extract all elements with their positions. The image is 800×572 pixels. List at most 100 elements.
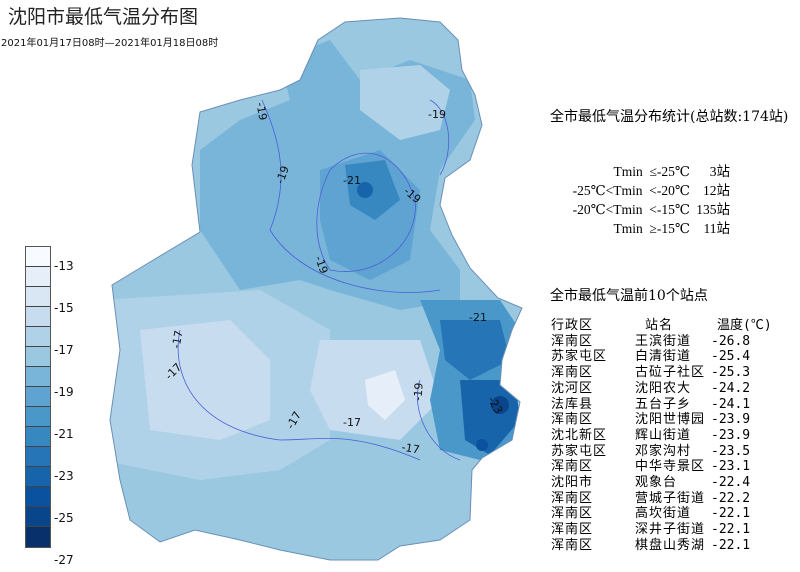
cold-core-se	[491, 396, 509, 414]
stats-row: -25℃<Tmin <-20℃ 12站	[548, 181, 730, 200]
zone-14	[365, 370, 405, 420]
station-cell: 棋盘山秀湖	[635, 537, 706, 553]
legend-swatch	[26, 367, 50, 387]
contour-label: -19	[411, 382, 426, 401]
cold-core-se2	[476, 439, 488, 451]
temperature-cell: -22.4	[711, 475, 751, 491]
table-row: 浑南区 高坎街道 -22.1	[551, 506, 797, 522]
station-cell: 五台子乡	[635, 396, 692, 412]
temperature-cell: -25.4	[711, 349, 751, 365]
district-cell: 苏家屯区	[551, 443, 608, 459]
station-cell: 观象台	[635, 475, 678, 491]
temperature-cell: -25.3	[711, 365, 751, 381]
header-district: 行政区	[551, 318, 594, 333]
stats-table: Tmin ≤-25℃ 3站 -25℃<Tmin <-20℃ 12站 -20℃<Tmi…	[548, 162, 730, 238]
table-row: 苏家屯区 邓家沟村 -23.5	[551, 444, 797, 460]
station-cell: 白清街道	[635, 349, 692, 365]
stats-count: 11站	[703, 221, 731, 236]
header-temperature: 温度(℃)	[717, 318, 772, 333]
legend-swatch	[26, 347, 50, 367]
district-cell: 法库县	[551, 396, 594, 412]
legend-swatch	[26, 427, 50, 447]
district-cell: 浑南区	[551, 506, 594, 522]
table-row: 沈河区 沈阳农大 -24.2	[551, 381, 797, 397]
table-row: 苏家屯区 白清街道 -25.4	[551, 349, 797, 365]
district-cell: 浑南区	[551, 459, 594, 475]
table-row: 浑南区 棋盘山秀湖 -22.1	[551, 538, 797, 554]
top10-title: 全市最低气温前10个站点	[550, 288, 708, 304]
temperature-cell: -26.8	[711, 333, 751, 349]
table-row: 浑南区 沈阳世博园 -23.9	[551, 412, 797, 428]
stats-row: Tmin ≤-25℃ 3站	[548, 162, 730, 181]
legend-swatch	[26, 327, 50, 347]
contour-label: -21	[469, 311, 487, 324]
table-row: 浑南区 中华寺景区 -23.1	[551, 459, 797, 475]
contour-label: -17	[343, 416, 361, 429]
legend-label: -15	[54, 301, 74, 315]
table-header: 行政区 站名 温度(℃)	[551, 318, 797, 334]
legend-swatch	[26, 507, 50, 527]
district-cell: 浑南区	[551, 522, 594, 538]
legend-swatch	[26, 387, 50, 407]
contour-label: -17	[401, 441, 421, 457]
contour-label: -19	[274, 164, 292, 185]
stats-row: -20℃<Tmin <-15℃ 135站	[548, 200, 730, 219]
station-cell: 邓家沟村	[635, 443, 692, 459]
legend-label: -19	[54, 385, 74, 399]
legend-swatch	[26, 527, 50, 547]
legend-swatch	[26, 267, 50, 287]
district-cell: 沈河区	[551, 380, 594, 396]
stats-row: Tmin ≥-15℃ 11站	[548, 219, 730, 238]
station-cell: 沈阳世博园	[635, 412, 706, 428]
zone-north-light	[360, 65, 450, 140]
legend-swatch	[26, 467, 50, 487]
temperature-cell: -22.1	[711, 506, 751, 522]
legend-swatch	[26, 447, 50, 467]
color-legend	[25, 246, 51, 548]
legend-label: -23	[54, 469, 74, 483]
temperature-cell: -23.9	[711, 427, 751, 443]
district-cell: 浑南区	[551, 537, 594, 553]
table-row: 浑南区 古砬子社区 -25.3	[551, 365, 797, 381]
temperature-cell: -24.2	[711, 380, 751, 396]
station-cell: 古砬子社区	[635, 365, 706, 381]
legend-label: -27	[54, 553, 74, 567]
station-cell: 王滨街道	[635, 333, 692, 349]
legend-label: -21	[54, 427, 74, 441]
table-row: 浑南区 王滨街道 -26.8	[551, 334, 797, 350]
district-cell: 苏家屯区	[551, 349, 608, 365]
legend-swatch	[26, 307, 50, 327]
station-cell: 深井子街道	[635, 522, 706, 538]
district-cell: 浑南区	[551, 333, 594, 349]
contour-label: -19	[253, 101, 269, 121]
top10-table: 行政区 站名 温度(℃) 浑南区 王滨街道 -26.8 苏家屯区 白清街道 -25.4 浑南…	[551, 318, 797, 554]
zone-16	[140, 320, 270, 440]
zone-se-22	[440, 320, 510, 380]
legend-swatch	[26, 407, 50, 427]
station-cell: 沈阳农大	[635, 380, 692, 396]
legend-swatch	[26, 287, 50, 307]
temperature-cell: -22.1	[711, 537, 751, 553]
table-row: 浑南区 营城子街道 -22.2	[551, 491, 797, 507]
temperature-cell: -23.9	[711, 412, 751, 428]
isolines	[177, 99, 461, 461]
district-cell: 浑南区	[551, 490, 594, 506]
stats-condition: Tmin ≤-25℃	[613, 164, 690, 179]
temperature-cell: -23.1	[711, 459, 751, 475]
district-cell: 浑南区	[551, 412, 594, 428]
stats-title: 全市最低气温分布统计(总站数:174站)	[550, 109, 789, 125]
station-cell: 辉山街道	[635, 427, 692, 443]
legend-label: -17	[54, 343, 74, 357]
station-cell: 营城子街道	[635, 490, 706, 506]
legend-swatch	[26, 487, 50, 507]
temperature-cell: -24.1	[711, 396, 751, 412]
time-period: 2021年01月17日08时—2021年01月18日08时	[1, 38, 219, 49]
temperature-cell: -22.1	[711, 522, 751, 538]
district-cell: 沈北新区	[551, 427, 608, 443]
page-title: 沈阳市最低气温分布图	[8, 6, 199, 28]
stats-condition: -25℃<Tmin <-20℃	[572, 183, 690, 198]
contour-label: -21	[343, 174, 361, 187]
contour-label: -17	[170, 329, 186, 349]
contour-label: -19	[312, 254, 330, 275]
